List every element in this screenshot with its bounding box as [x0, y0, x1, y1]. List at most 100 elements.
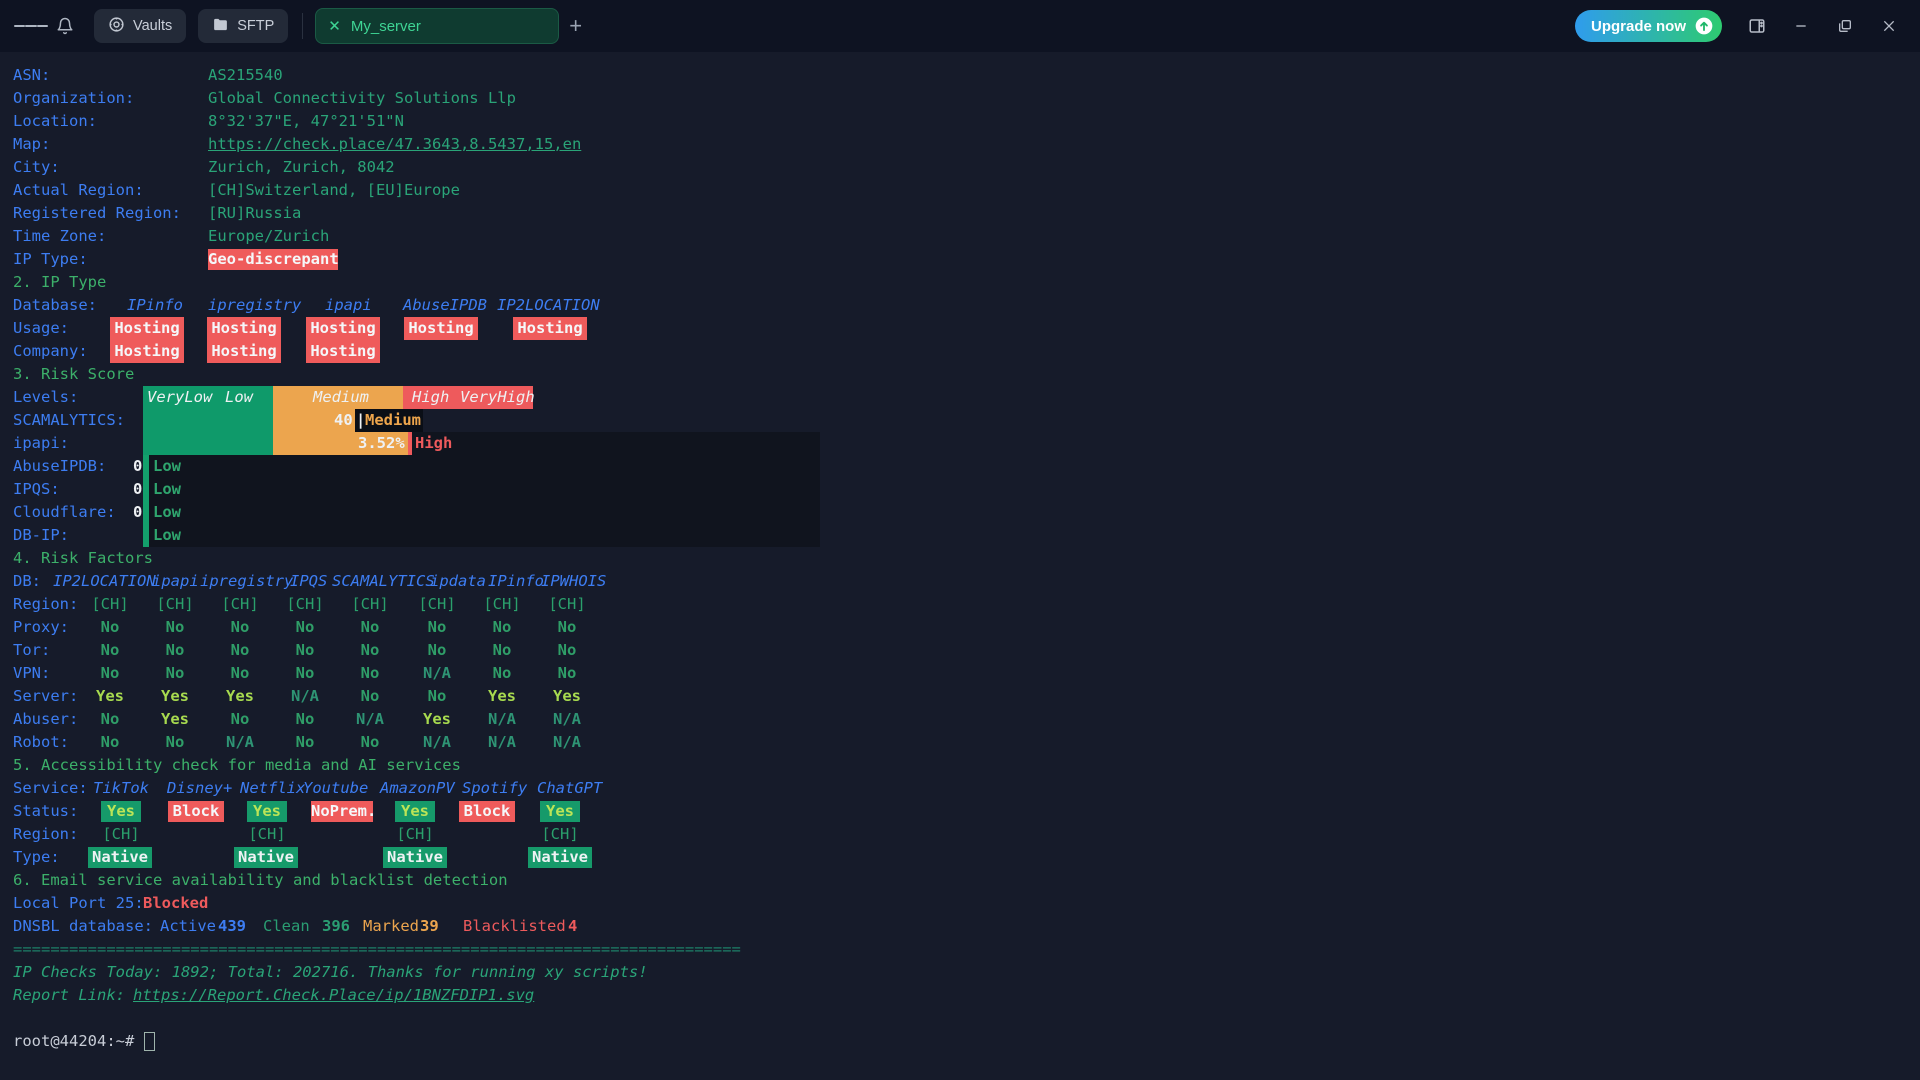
terminal-line: 6. Email service availability and blackl… [0, 869, 1920, 892]
terminal-line: Robot: No No N/A No No N/A N/A N/A [0, 731, 1920, 754]
terminal-text: AmazonPV [380, 779, 455, 797]
terminal-text: Youtube [303, 779, 369, 797]
terminal-text: No [100, 733, 120, 751]
terminal-text [143, 478, 820, 501]
terminal-line: Status: Yes Block Yes NoPrem. Yes Block Yes [0, 800, 1920, 823]
close-icon[interactable] [1872, 9, 1906, 43]
terminal-text: No [360, 618, 380, 636]
terminal[interactable]: ASN: AS215540 Organization: Global Connecti… [0, 52, 1920, 1080]
upgrade-label: Upgrade now [1590, 17, 1686, 35]
terminal-text: 0 [133, 457, 143, 475]
terminal-cursor [144, 1032, 155, 1051]
terminal-text: Yes [488, 687, 516, 705]
terminal-text: No [360, 733, 380, 751]
terminal-line: Registered Region: [RU]Russia [0, 202, 1920, 225]
terminal-line: 4. Risk Factors [0, 547, 1920, 570]
terminal-text: Native [88, 847, 152, 868]
vaults-button[interactable]: Vaults [94, 9, 187, 43]
terminal-line: Abuser: No Yes No No N/A Yes N/A N/A [0, 708, 1920, 731]
terminal-text: [CH] [221, 595, 259, 613]
terminal-line: Location: 8°32'37"E, 47°21'51"N [0, 110, 1920, 133]
terminal-text: No [360, 687, 380, 705]
terminal-line: Actual Region: [CH]Switzerland, [EU]Europ… [0, 179, 1920, 202]
terminal-line: Proxy: No No No No No No No No [0, 616, 1920, 639]
terminal-text: [RU]Russia [208, 204, 302, 222]
terminal-line: Region: [CH] [CH] [CH] [CH] [0, 823, 1920, 846]
sftp-label: SFTP [237, 18, 275, 34]
terminal-text: Proxy: [13, 618, 69, 636]
vault-icon [108, 16, 125, 37]
terminal-text: Low [153, 503, 181, 521]
terminal-text: [CH] [286, 595, 324, 613]
terminal-text: 4. Risk Factors [13, 549, 153, 567]
terminal-text: High [412, 388, 450, 406]
terminal-text [143, 409, 273, 432]
tab-close-icon[interactable]: ✕ [328, 17, 341, 35]
map-link[interactable]: https://check.place/47.3643,8.5437,15,en [208, 135, 582, 153]
menu-icon[interactable] [14, 9, 48, 43]
terminal-text: Hosting [306, 340, 380, 363]
terminal-text: Tor: [13, 641, 51, 659]
terminal-text: N/A [488, 710, 516, 728]
terminal-text: 3.52% [358, 434, 405, 452]
terminal-text: No [492, 618, 512, 636]
terminal-line: Levels: VeryLow Low Medium High VeryHigh [0, 386, 1920, 409]
terminal-text: Blocked [143, 894, 209, 912]
terminal-text: No [230, 641, 250, 659]
terminal-line: 3. Risk Score [0, 363, 1920, 386]
terminal-text: [CH] [418, 595, 456, 613]
terminal-text: No [100, 664, 120, 682]
terminal-text: City: [13, 158, 60, 176]
terminal-text: [CH] [541, 825, 579, 843]
restore-icon[interactable] [1828, 9, 1862, 43]
terminal-text [143, 432, 273, 455]
terminal-text: Yes [161, 687, 189, 705]
terminal-text: No [230, 618, 250, 636]
terminal-text: DB-IP: [13, 526, 69, 544]
sftp-button[interactable]: SFTP [198, 9, 289, 43]
notifications-bell-icon[interactable] [48, 9, 82, 43]
terminal-text: No [295, 710, 315, 728]
terminal-text: ipapi: [13, 434, 69, 452]
terminal-text: SCAMALYTICS [332, 572, 435, 590]
terminal-line: VPN: No No No No No N/A No No [0, 662, 1920, 685]
upgrade-button[interactable]: Upgrade now [1574, 10, 1722, 42]
terminal-text: Service: [13, 779, 88, 797]
terminal-text: Zurich, Zurich, 8042 [208, 158, 395, 176]
terminal-text: IP Type: [13, 250, 88, 268]
terminal-text: Hosting [306, 317, 380, 340]
terminal-line: ========================================… [0, 938, 1920, 961]
terminal-text: AbuseIPDB [403, 296, 487, 314]
ip-type-badge: Geo-discrepant [208, 249, 339, 270]
terminal-line: Cloudflare: 0 Low [0, 501, 1920, 524]
terminal-text: IPQS [290, 572, 328, 590]
terminal-text: SCAMALYTICS: [13, 411, 125, 429]
terminal-line: Tor: No No No No No No No No [0, 639, 1920, 662]
terminal-text: No [295, 733, 315, 751]
new-tab-plus-icon[interactable]: + [569, 13, 583, 38]
terminal-text: No [360, 641, 380, 659]
terminal-text [273, 432, 408, 455]
terminal-text: IPinfo [488, 572, 544, 590]
tab-my-server[interactable]: ✕ My_server [315, 8, 560, 44]
terminal-text: ChatGPT [537, 779, 603, 797]
terminal-text: Location: [13, 112, 97, 130]
vaults-label: Vaults [133, 18, 173, 34]
terminal-text: Yes [101, 801, 141, 822]
terminal-text: No [557, 664, 577, 682]
terminal-text: No [165, 733, 185, 751]
terminal-text: High [415, 434, 453, 452]
topbar-divider [302, 13, 304, 39]
terminal-text: N/A [423, 664, 451, 682]
terminal-text: Robot: [13, 733, 69, 751]
terminal-text: Database: [13, 296, 97, 314]
terminal-text: [CH] [396, 825, 434, 843]
terminal-text: No [230, 710, 250, 728]
terminal-text: [CH] [156, 595, 194, 613]
report-link[interactable]: https://Report.Check.Place/ip/1BNZFDIP1.… [133, 986, 535, 1004]
minimize-icon[interactable] [1784, 9, 1818, 43]
terminal-line: DB: IP2LOCATION ipapi ipregistry IPQS SCAMALY… [0, 570, 1920, 593]
panel-toggle-icon[interactable] [1740, 9, 1774, 43]
terminal-text: Low [225, 388, 253, 406]
terminal-text: NoPrem. [311, 801, 377, 822]
